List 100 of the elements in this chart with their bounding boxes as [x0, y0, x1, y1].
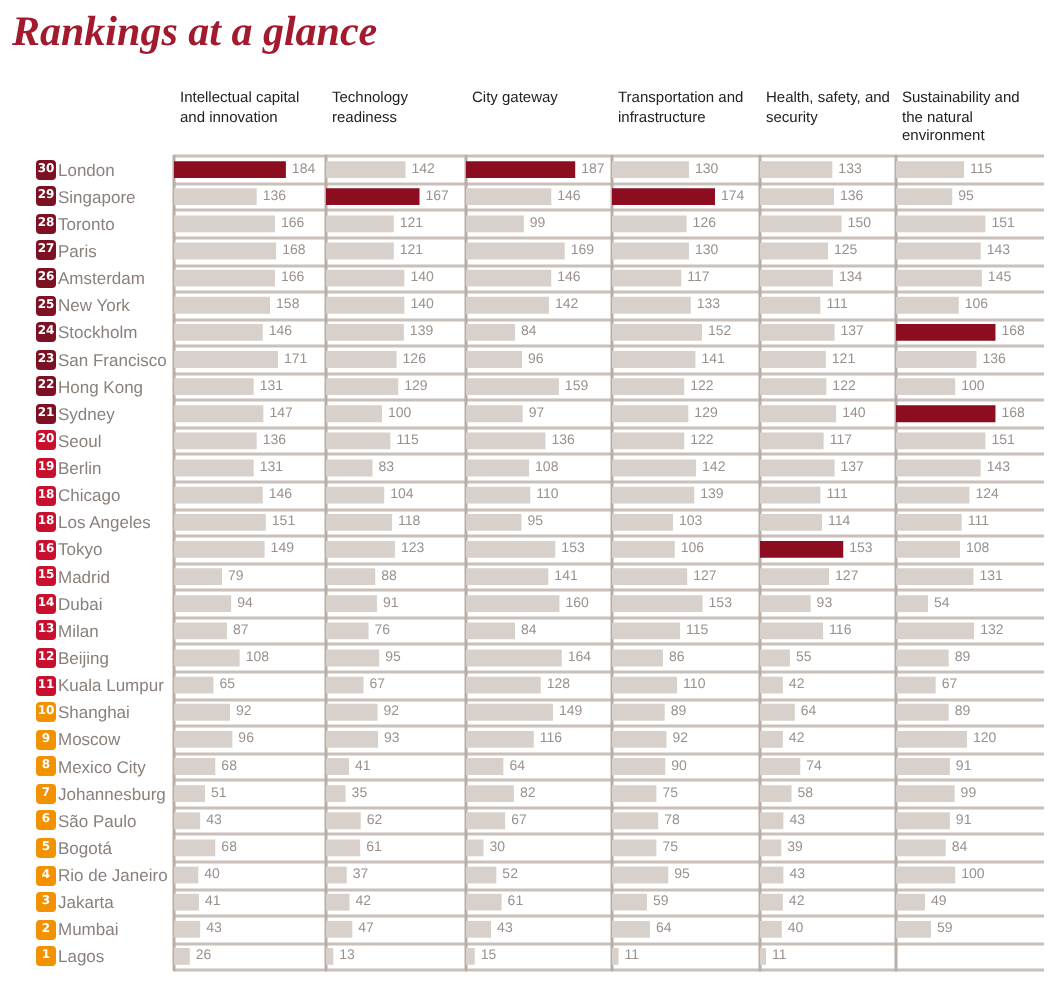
bar	[760, 242, 828, 260]
y-tick-label: San Francisco	[58, 349, 168, 370]
bar	[466, 513, 522, 531]
y-tick-label: New York	[58, 295, 132, 316]
bar	[612, 513, 673, 531]
bar	[174, 812, 201, 830]
bar	[174, 730, 233, 748]
y-tick-label: London	[58, 159, 116, 180]
bar	[326, 893, 350, 911]
bar	[174, 351, 278, 368]
y-tick-label: Hong Kong	[58, 376, 144, 397]
y-tick-label: Milan	[58, 620, 100, 641]
bar	[326, 459, 373, 477]
y-tick-label: Sydney	[58, 403, 117, 424]
bar	[896, 649, 949, 667]
bar	[896, 432, 986, 450]
bar	[466, 866, 497, 884]
chart-title: Rankings at a glance	[10, 7, 378, 55]
bar	[612, 405, 689, 423]
bar	[760, 188, 834, 206]
bar	[174, 839, 216, 857]
bar	[896, 920, 931, 938]
bar	[760, 269, 833, 287]
bar	[760, 785, 792, 803]
y-tick-label: Shanghai	[58, 702, 131, 723]
y-tick-label: Dubai	[58, 593, 103, 614]
y-tick-label: Beijing	[58, 647, 110, 668]
y-tick-label: Rio de Janeiro	[58, 865, 169, 886]
bar	[896, 351, 977, 368]
bar	[896, 568, 974, 585]
bar	[326, 188, 420, 206]
bar	[466, 161, 576, 178]
bar	[760, 486, 821, 504]
bar	[612, 920, 650, 938]
bar	[466, 405, 523, 423]
bar	[326, 866, 347, 884]
bar	[326, 161, 406, 178]
bar	[174, 758, 216, 775]
bar	[612, 188, 716, 206]
bar	[760, 622, 824, 640]
y-tick-label: Tokyo	[58, 539, 103, 560]
bar	[174, 649, 240, 667]
bar	[174, 866, 199, 884]
y-tick-label: Kuala Lumpur	[58, 675, 165, 696]
bar	[326, 622, 369, 640]
bar	[760, 730, 783, 748]
bar	[466, 486, 531, 504]
bar	[466, 893, 502, 911]
y-tick-label: Singapore	[58, 186, 137, 207]
bar	[760, 513, 823, 531]
bar	[466, 296, 549, 314]
bar	[174, 703, 230, 721]
bar	[612, 215, 687, 233]
y-tick-label: Moscow	[58, 729, 123, 750]
bar	[466, 215, 524, 233]
bar	[174, 541, 265, 558]
bar	[466, 459, 530, 477]
bar	[326, 812, 361, 830]
bar	[760, 758, 801, 775]
bar	[174, 568, 223, 585]
bar	[896, 866, 956, 884]
bar	[466, 622, 516, 640]
bar	[612, 812, 659, 830]
y-tick-label: São Paulo	[58, 810, 137, 831]
bar	[760, 405, 837, 423]
bar	[466, 541, 556, 558]
bar	[174, 215, 275, 233]
y-tick-label: Bogotá	[58, 837, 113, 858]
bar	[612, 541, 675, 558]
bar	[466, 676, 541, 694]
bar	[326, 839, 361, 857]
bar	[896, 541, 960, 558]
bar	[896, 839, 946, 857]
bar	[896, 161, 965, 178]
y-tick-label: Chicago	[58, 485, 121, 506]
bar	[896, 269, 982, 287]
bar	[174, 296, 271, 314]
bar	[326, 242, 394, 260]
bar	[896, 459, 981, 477]
y-tick-label: Paris	[58, 240, 97, 261]
y-tick-label: Lagos	[58, 946, 105, 967]
bar	[466, 649, 562, 667]
bar	[174, 405, 264, 423]
bar	[896, 188, 953, 206]
y-tick-label: Los Angeles	[58, 512, 151, 533]
bar	[466, 730, 534, 748]
bar	[760, 459, 835, 477]
bar	[896, 323, 996, 341]
bar	[612, 785, 657, 803]
bar	[760, 351, 826, 368]
bar	[612, 432, 685, 450]
bar	[174, 242, 277, 260]
bar	[760, 378, 827, 396]
bar	[174, 269, 275, 287]
bar	[612, 161, 689, 178]
bar	[896, 513, 962, 531]
bar	[326, 351, 397, 368]
bar	[612, 839, 657, 857]
bar	[326, 649, 380, 667]
bar	[174, 188, 257, 206]
